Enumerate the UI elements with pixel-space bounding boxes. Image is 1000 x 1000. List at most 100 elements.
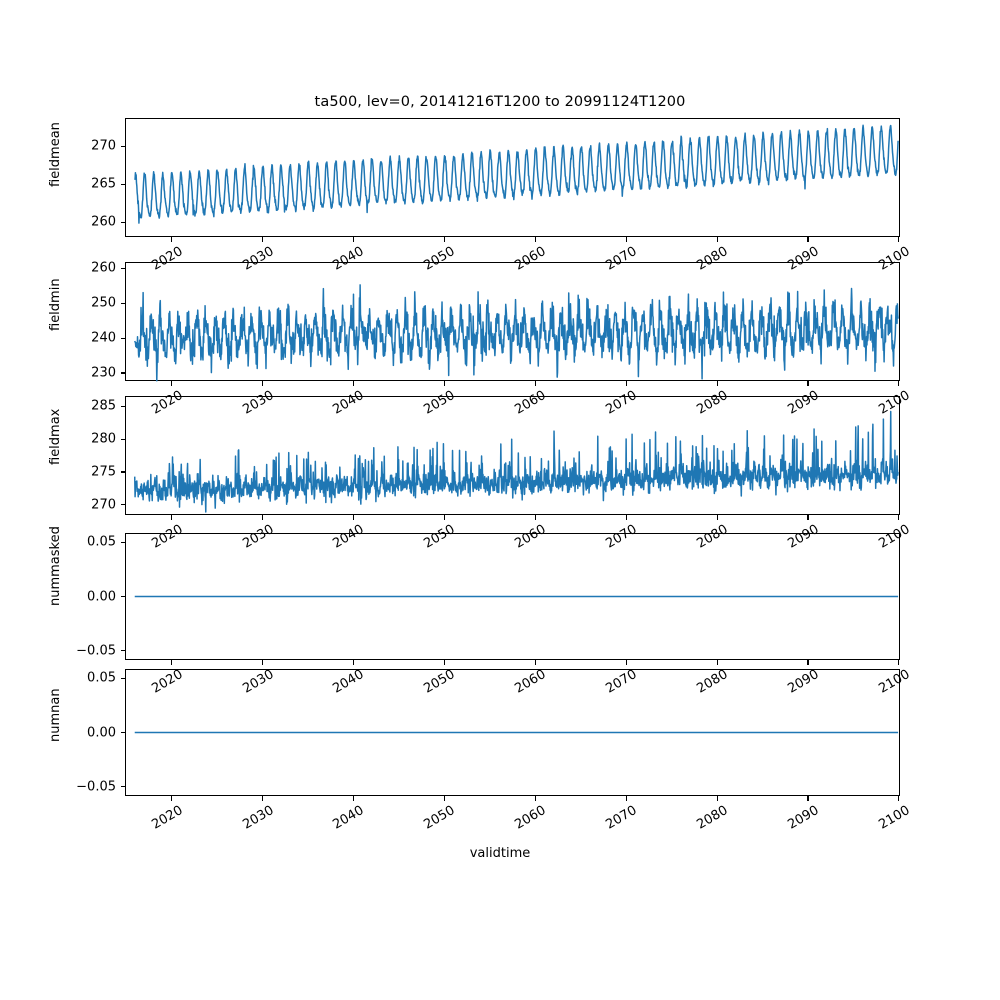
x-tick-mark [807,381,809,386]
x-tick-mark [625,796,627,801]
x-tick-mark [898,381,900,386]
y-axis-label-fieldmax: fieldmax [47,408,65,464]
y-tick-label: 265 [91,176,116,192]
y-tick-mark [120,405,125,407]
y-tick-label: 270 [91,138,116,154]
x-tick-mark [443,660,445,665]
y-tick-label: 270 [91,497,116,513]
plot-panel-fieldmax [125,396,900,515]
y-tick-label: 285 [91,398,116,414]
series-canvas-fieldmin [126,263,899,380]
x-tick-mark [625,237,627,242]
figure-title: ta500, lev=0, 20141216T1200 to 20991124T… [314,94,686,110]
series-canvas-nummasked [126,534,899,659]
y-tick-mark [120,541,125,543]
y-tick-label: 240 [91,330,116,346]
x-tick-mark [898,660,900,665]
y-tick-mark [120,438,125,440]
y-tick-label: 0.00 [87,725,116,740]
y-tick-mark [120,786,125,788]
x-tick-mark [625,381,627,386]
plot-panel-numnan [125,669,900,796]
y-axis-label-numnan: numnan [47,688,65,742]
y-tick-mark [120,337,125,339]
data-line-fieldmean [135,125,898,223]
y-tick-label: 275 [91,464,116,480]
x-tick-mark [171,660,173,665]
y-tick-label: 0.05 [87,534,116,550]
y-tick-mark [120,677,125,679]
x-tick-mark [807,660,809,665]
y-tick-mark [120,267,125,270]
x-tick-mark [716,796,718,801]
x-tick-mark [443,237,445,242]
x-tick-mark [171,515,173,520]
y-axis-label-fieldmin: fieldmin [47,278,65,331]
y-tick-label: 260 [91,260,116,276]
y-tick-label: 0.05 [87,670,116,686]
x-tick-mark [898,237,900,242]
x-tick-mark [352,381,355,386]
x-tick-mark [171,381,173,386]
x-tick-mark [352,515,355,520]
x-tick-mark [625,660,627,665]
y-tick-label: 250 [91,295,116,311]
y-tick-label: −0.05 [76,643,116,659]
x-tick-mark [534,237,536,242]
x-tick-mark [352,796,355,801]
x-tick-mark [534,515,536,520]
y-tick-mark [120,504,125,506]
plot-panel-nummasked [125,533,900,660]
x-tick-mark [807,515,809,520]
y-tick-mark [120,302,125,304]
data-line-fieldmin [135,285,898,381]
y-tick-mark [120,372,125,374]
x-tick-mark [171,237,173,242]
x-tick-mark [898,515,900,520]
y-tick-mark [120,732,125,734]
series-canvas-numnan [126,670,899,795]
x-tick-mark [807,796,809,801]
x-tick-mark [716,237,718,242]
x-tick-mark [443,515,445,520]
x-tick-mark [625,515,627,520]
series-canvas-fieldmax [126,397,899,514]
x-tick-mark [898,796,900,801]
x-tick-mark [716,515,718,520]
x-tick-mark [807,237,809,242]
panel-occluder [0,260,1000,383]
y-tick-mark [120,145,125,148]
series-canvas-fieldmean [126,119,899,236]
x-tick-mark [352,237,355,242]
y-tick-label: 0.00 [87,589,116,604]
y-tick-label: 280 [91,431,116,447]
x-tick-mark [534,796,536,801]
y-tick-mark [120,596,125,598]
x-tick-mark [262,515,264,520]
x-tick-mark [443,796,445,801]
x-tick-mark [534,381,536,386]
y-tick-mark [120,650,125,652]
x-tick-mark [262,796,264,801]
y-tick-mark [120,183,125,185]
x-tick-mark [443,381,445,386]
x-tick-mark [171,796,173,801]
y-tick-mark [120,221,125,223]
y-tick-label: −0.05 [76,779,116,795]
y-tick-label: 260 [91,214,116,230]
x-tick-mark [262,237,264,242]
plot-panel-fieldmean [125,118,900,237]
x-tick-mark [534,660,536,665]
x-tick-mark [352,660,355,665]
x-tick-mark [262,660,264,665]
y-tick-label: 230 [91,365,116,381]
x-tick-mark [262,381,264,386]
data-line-fieldmax [135,411,898,511]
x-axis-label: validtime [469,846,531,861]
y-axis-label-fieldmean: fieldmean [48,121,63,187]
x-tick-mark [716,660,718,665]
y-tick-mark [120,471,125,473]
x-tick-mark [716,381,718,386]
plot-panel-fieldmin [125,262,900,381]
y-axis-label-nummasked: nummasked [47,526,65,606]
